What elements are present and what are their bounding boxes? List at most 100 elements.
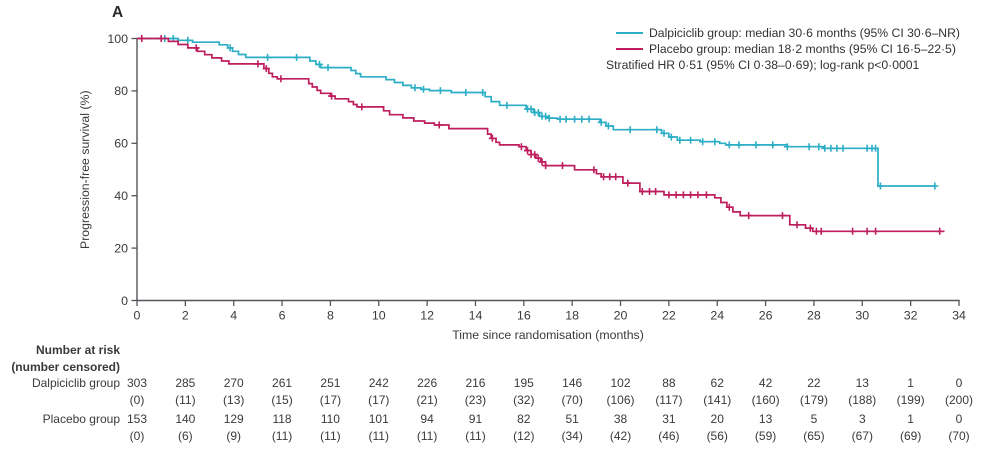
risk-cell: 1 (199) (896, 376, 925, 407)
censor-mark (479, 89, 487, 96)
censor-mark (277, 75, 285, 83)
risk-cell: 88 (117) (655, 376, 683, 407)
x-tick-label: 6 (279, 309, 286, 323)
risk-cell: 91 (11) (465, 412, 486, 443)
risk-cell: 303 (0) (126, 376, 148, 407)
risk-cell: 118 (11) (271, 412, 293, 443)
risk-cell: 195 (32) (513, 376, 535, 407)
censor-mark (936, 227, 944, 235)
censor-mark (626, 126, 634, 134)
censor-mark (262, 65, 270, 73)
censor-mark (676, 136, 684, 144)
censor-mark (687, 191, 695, 199)
legend-entry-dalpiciclib-label: Dalpiciclib group: median 30·6 months (9… (649, 26, 960, 40)
censor-mark (559, 162, 566, 170)
censor-mark (687, 136, 695, 144)
y-tick-label: 100 (107, 32, 128, 46)
legend-swatch-dalpiciclib-icon (616, 32, 643, 34)
censor-mark (735, 141, 743, 149)
censor-mark (779, 212, 786, 220)
risk-cell: 42 (160) (751, 376, 780, 407)
risk-table-header: Number at risk (number censored) (0, 342, 120, 376)
censor-mark (817, 227, 825, 235)
risk-table-header-line1: Number at risk (35, 343, 120, 357)
censor-mark (534, 154, 542, 162)
censor-mark (806, 224, 814, 232)
x-tick-label: 32 (904, 309, 918, 323)
censor-mark (725, 203, 733, 211)
x-axis-title: Time since randomisation (months) (452, 328, 644, 342)
censor-mark (534, 109, 542, 117)
censor-mark (562, 115, 570, 123)
censor-mark (793, 221, 801, 229)
censor-mark (517, 143, 525, 151)
y-tick-label: 20 (114, 241, 128, 255)
x-tick-label: 24 (710, 309, 724, 323)
censor-mark (524, 147, 531, 155)
x-tick-label: 22 (662, 309, 676, 323)
censor-mark (184, 36, 192, 44)
y-tick-label: 0 (121, 294, 128, 308)
censor-mark (694, 191, 702, 199)
x-tick-label: 26 (759, 309, 773, 323)
censor-mark (699, 138, 707, 146)
risk-cell: 22 (179) (799, 376, 828, 407)
y-tick-label: 60 (114, 137, 128, 151)
censor-mark (805, 143, 813, 151)
panel-label: A (112, 4, 124, 21)
censor-mark (821, 144, 829, 152)
risk-cell: 94 (11) (416, 412, 438, 443)
censor-mark (606, 173, 614, 181)
risk-cell: 285 (11) (175, 376, 196, 407)
risk-cell: 110 (11) (320, 412, 341, 443)
censor-mark (358, 103, 366, 111)
censor-mark (827, 144, 835, 152)
risk-row-label: Dalpiciclib group (31, 376, 120, 390)
censor-mark (527, 105, 535, 113)
censor-mark (328, 92, 336, 100)
censor-mark (192, 44, 200, 52)
censor-mark (538, 158, 546, 166)
risk-cell: 1 (69) (899, 412, 922, 443)
risk-cell: 153 (0) (126, 412, 148, 443)
risk-cell: 251 (17) (319, 376, 342, 407)
censor-mark (264, 53, 272, 61)
censor-mark (254, 60, 262, 68)
y-axis-title: Progression-free survival (%) (78, 90, 92, 249)
risk-cell: 13 (59) (754, 412, 777, 443)
risk-cell: 102 (106) (606, 376, 635, 407)
risk-cell: 82 (12) (513, 412, 535, 443)
x-tick-label: 4 (230, 309, 237, 323)
censor-mark (672, 191, 680, 199)
censor-mark (597, 118, 605, 126)
x-tick-label: 14 (469, 309, 483, 323)
censor-mark (652, 188, 660, 195)
risk-cell: 216 (23) (464, 376, 487, 407)
x-tick-label: 8 (327, 309, 334, 323)
risk-cell: 20 (56) (706, 412, 728, 443)
censor-mark (646, 188, 653, 195)
censor-mark (702, 191, 710, 199)
legend-entry-placebo: Placebo group: median 18·2 months (95% C… (606, 41, 960, 57)
risk-cell: 140 (6) (175, 412, 196, 443)
censor-mark (138, 35, 146, 42)
risk-cell: 146 (70) (561, 376, 583, 407)
risk-cell: 261 (15) (271, 376, 293, 407)
risk-cell: 242 (17) (368, 376, 390, 407)
censor-mark (293, 53, 301, 61)
x-tick-label: 18 (565, 309, 579, 323)
risk-cell: 51 (34) (561, 412, 583, 443)
risk-cell: 270 (13) (223, 376, 245, 407)
censor-mark (462, 89, 470, 96)
risk-cell: 13 (188) (848, 376, 877, 407)
risk-cell: 129 (9) (223, 412, 244, 443)
x-tick-label: 10 (372, 309, 386, 323)
risk-cell: 101 (11) (368, 412, 389, 443)
censor-mark (316, 60, 323, 68)
censor-mark (585, 115, 593, 123)
censor-mark (542, 162, 550, 170)
stratified-hr-note: Stratified HR 0·51 (95% CI 0·38–0·69); l… (606, 58, 920, 72)
risk-table-header-line2: (number censored) (11, 360, 120, 374)
censor-mark (679, 191, 687, 199)
